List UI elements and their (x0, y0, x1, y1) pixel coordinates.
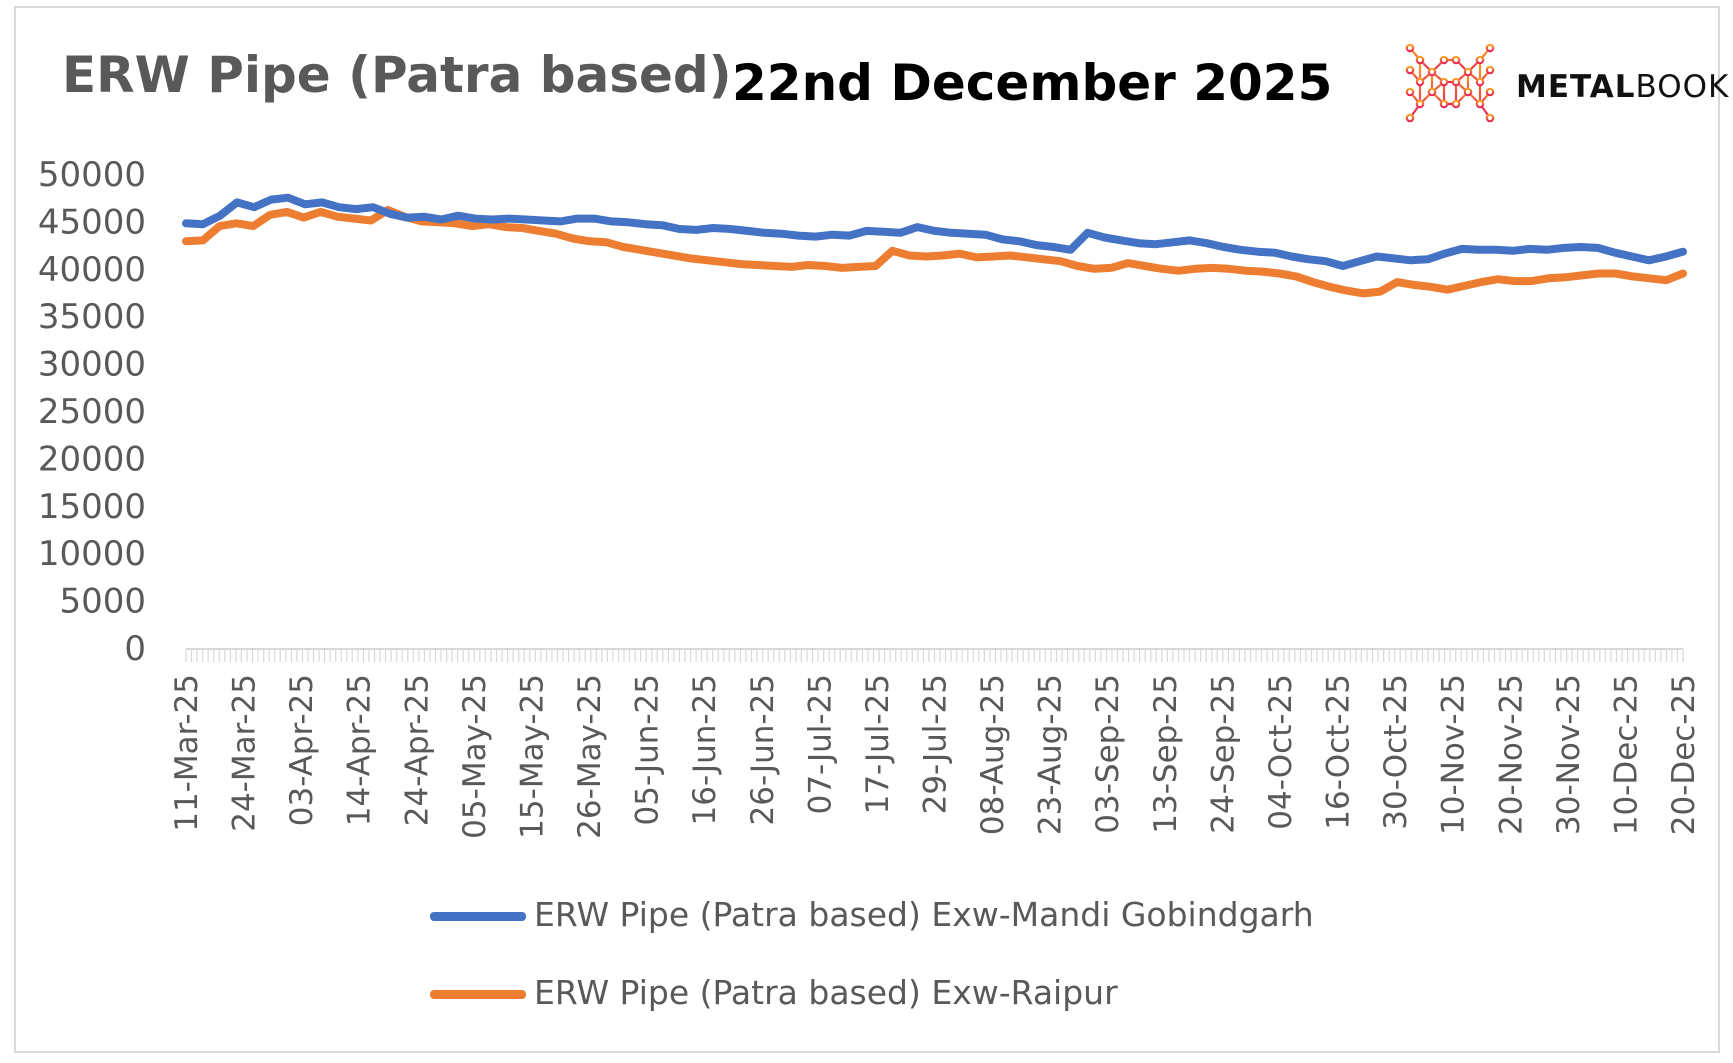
x-tick-label: 10-Dec-25 (1608, 674, 1644, 835)
x-tick-label: 24-Mar-25 (227, 674, 263, 832)
x-tick-label: 15-May-25 (514, 674, 550, 839)
x-tick-label: 13-Sep-25 (1148, 674, 1184, 834)
y-tick-label: 10000 (38, 534, 146, 574)
y-tick-label: 30000 (38, 345, 146, 385)
metalbook-m-network-icon (1405, 43, 1495, 123)
x-tick-label: 03-Sep-25 (1090, 674, 1126, 834)
x-tick-label: 16-Jun-25 (687, 674, 723, 825)
x-tick-label: 20-Nov-25 (1493, 674, 1529, 835)
report-date: 22nd December 2025 (732, 54, 1333, 112)
y-tick-label: 50000 (38, 155, 146, 195)
legend-swatch-raipur (430, 990, 526, 999)
x-tick-label: 30-Nov-25 (1551, 674, 1587, 835)
x-axis: 11-Mar-25 24-Mar-25 03-Apr-25 14-Apr-25 24-A… (169, 648, 1702, 839)
x-tick-label: 29-Jul-25 (918, 674, 954, 814)
x-tick-label: 05-May-25 (457, 674, 493, 839)
legend-label-mandi: ERW Pipe (Patra based) Exw-Mandi Gobindg… (534, 895, 1314, 934)
x-tick-label: 17-Jul-25 (860, 674, 896, 814)
logo-text-bold: METAL (1516, 69, 1636, 105)
x-tick-label: 05-Jun-25 (630, 674, 666, 825)
x-tick-label: 26-May-25 (572, 674, 608, 839)
x-tick-label: 23-Aug-25 (1033, 674, 1069, 835)
metalbook-logo: METALBOOK (1400, 40, 1728, 140)
metalbook-logo-text: METALBOOK (1516, 72, 1729, 103)
y-tick-label: 25000 (38, 392, 146, 432)
x-tick-label: 20-Dec-25 (1666, 674, 1702, 835)
plot-area (182, 193, 1687, 298)
x-tick-label: 24-Apr-25 (399, 674, 435, 826)
legend-label-raipur: ERW Pipe (Patra based) Exw-Raipur (534, 973, 1118, 1012)
logo-text-light: BOOK (1635, 69, 1730, 105)
x-tick-label: 16-Oct-25 (1321, 674, 1357, 830)
x-tick-label: 26-Jun-25 (745, 674, 781, 825)
x-tick-label: 30-Oct-25 (1378, 674, 1414, 830)
y-tick-label: 35000 (38, 297, 146, 337)
y-tick-label: 5000 (59, 582, 146, 622)
x-tick-label: 11-Mar-25 (169, 674, 205, 832)
y-tick-label: 0 (124, 629, 146, 669)
y-tick-label: 15000 (38, 487, 146, 527)
x-tick-label: 08-Aug-25 (975, 674, 1011, 835)
y-tick-label: 40000 (38, 250, 146, 290)
x-tick-label: 03-Apr-25 (284, 674, 320, 826)
y-tick-label: 45000 (38, 202, 146, 242)
x-tick-label: 10-Nov-25 (1436, 674, 1472, 835)
chart-title: ERW Pipe (Patra based) (62, 46, 732, 104)
x-tick-label: 04-Oct-25 (1263, 674, 1299, 830)
x-tick-label: 07-Jul-25 (802, 674, 838, 814)
chart-frame (14, 6, 1720, 1053)
series-line-mandi-gobindgarh (182, 193, 1687, 270)
y-axis: 5000045000400003500030000250002000015000… (38, 155, 146, 669)
x-tick-label: 14-Apr-25 (342, 674, 378, 826)
x-tick-label: 24-Sep-25 (1205, 674, 1241, 834)
y-tick-label: 20000 (38, 439, 146, 479)
legend-swatch-mandi (430, 912, 526, 921)
